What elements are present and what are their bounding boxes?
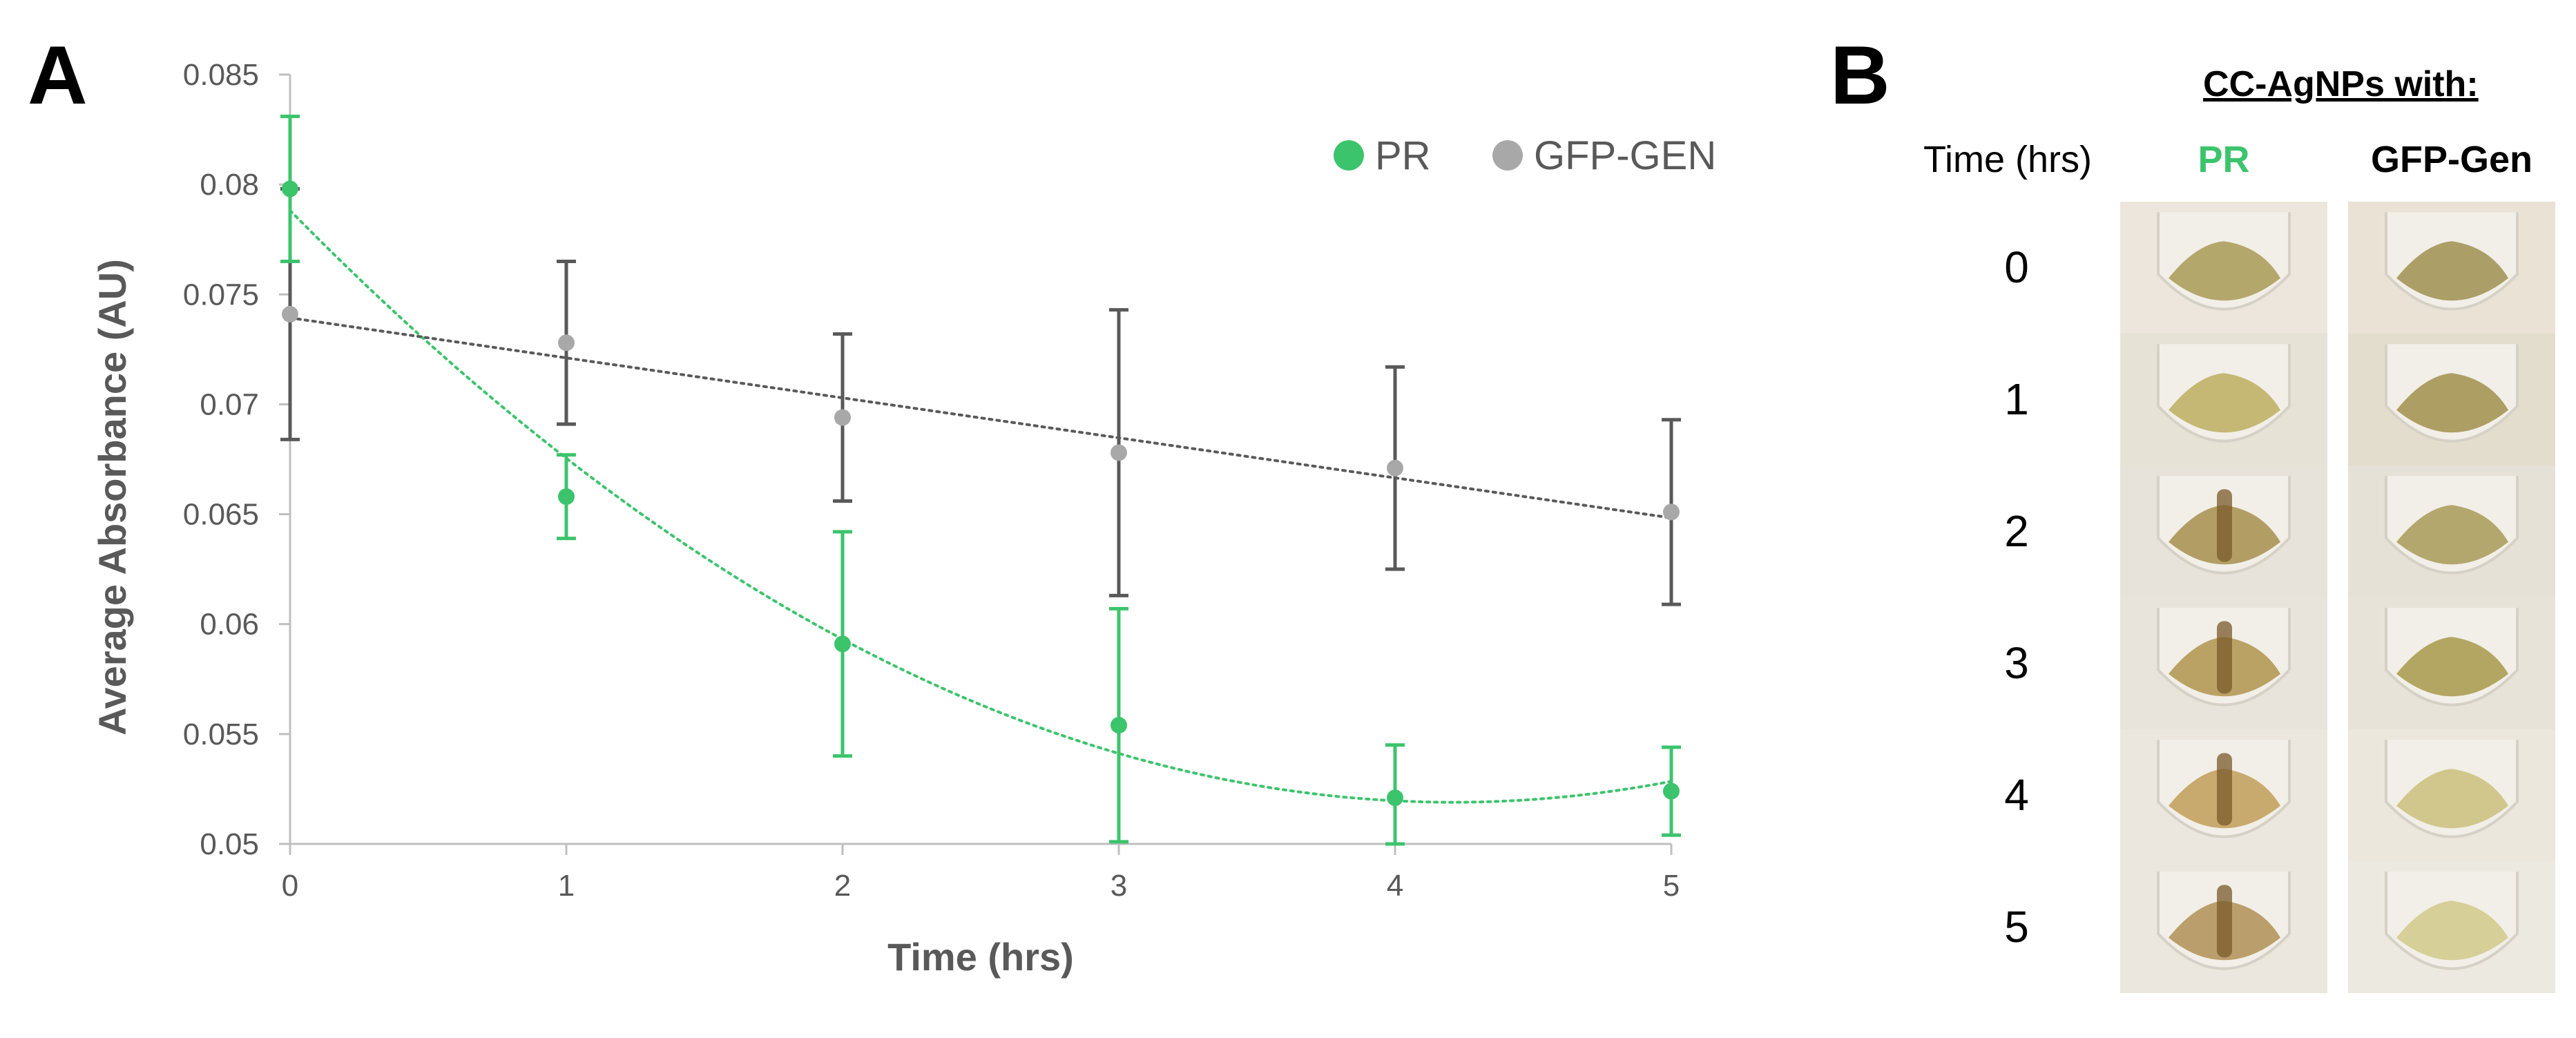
pr-tube-image: [2120, 729, 2327, 861]
gfp-tube-image: [2348, 861, 2555, 993]
pr-column-header: PR: [2198, 139, 2250, 180]
data-point-pr: [558, 488, 575, 506]
panel-a-letter: A: [28, 29, 88, 122]
data-point-pr: [834, 635, 851, 653]
x-tick-label: 1: [558, 869, 575, 903]
legend-label-gfp-gen: GFP-GEN: [1534, 133, 1716, 178]
pr-tube-image: [2120, 465, 2327, 597]
time-label: 3: [2004, 638, 2029, 688]
y-tick-label: 0.065: [183, 498, 259, 532]
pr-tube-image: [2120, 597, 2327, 729]
chart-legend: PR GFP-GEN: [1334, 133, 1716, 178]
data-point-gfp-gen: [834, 409, 851, 426]
chart-axes: 0.05 0.055 0.06 0.065 0.07 0.075 0.08 0.085 0 1 2 3…: [183, 58, 1680, 903]
x-tick-label: 4: [1387, 869, 1403, 903]
chart-error-bars: [280, 114, 1681, 846]
data-point-gfp-gen: [558, 334, 575, 352]
y-tick-label: 0.075: [183, 278, 259, 311]
data-point-gfp-gen: [1111, 444, 1127, 461]
y-tick-label: 0.06: [200, 608, 259, 642]
legend-marker-pr: [1334, 140, 1364, 171]
trendline-gfp-gen: [289, 316, 1673, 519]
data-point-gfp-gen: [282, 305, 298, 323]
time-label: 1: [2004, 374, 2029, 424]
y-tick-label: 0.08: [200, 168, 259, 202]
panel-b-letter: B: [1830, 29, 1890, 122]
x-axis-title: Time (hrs): [887, 935, 1074, 979]
data-point-gfp-gen: [1387, 459, 1403, 477]
chart-points: [282, 180, 1680, 807]
absorbance-chart: 0.05 0.055 0.06 0.065 0.07 0.075 0.08 0.085 0 1 2 3…: [90, 58, 1716, 979]
x-tick-label: 3: [1111, 869, 1127, 903]
gfp-tube-image: [2348, 597, 2555, 729]
trendline-pr: [289, 209, 1673, 804]
legend-label-pr: PR: [1375, 133, 1431, 178]
gfp-tube-image: [2348, 729, 2555, 861]
chart-trendlines: [289, 209, 1673, 804]
y-tick-label: 0.07: [200, 387, 259, 421]
y-tick-label: 0.055: [183, 718, 259, 751]
pr-tube-image: [2120, 334, 2327, 465]
time-column-header: Time (hrs): [1923, 139, 2092, 180]
data-point-pr: [282, 180, 298, 198]
data-point-pr: [1387, 789, 1403, 807]
gfp-tube-image: [2348, 202, 2555, 334]
gfp-tube-image: [2348, 334, 2555, 465]
pr-tube-image: [2120, 202, 2327, 334]
pr-tube-image: [2120, 861, 2327, 993]
x-tick-label: 5: [1663, 869, 1680, 903]
x-tick-label: 0: [282, 869, 298, 903]
y-axis-title: Average Absorbance (AU): [90, 259, 134, 736]
time-label: 0: [2004, 242, 2029, 292]
data-point-gfp-gen: [1663, 503, 1680, 521]
data-point-pr: [1111, 717, 1127, 734]
y-tick-label: 0.05: [200, 827, 259, 861]
legend-marker-gfp-gen: [1492, 140, 1523, 171]
time-label: 2: [2004, 506, 2029, 556]
data-point-pr: [1663, 782, 1680, 800]
time-label: 4: [2004, 770, 2029, 820]
panel-b-heading: CC-AgNPs with:: [2203, 64, 2479, 104]
x-tick-label: 2: [834, 869, 851, 903]
y-tick-label: 0.085: [183, 58, 259, 92]
gfp-column-header: GFP-Gen: [2370, 139, 2532, 180]
gfp-tube-image: [2348, 465, 2555, 597]
time-label: 5: [2004, 902, 2029, 952]
